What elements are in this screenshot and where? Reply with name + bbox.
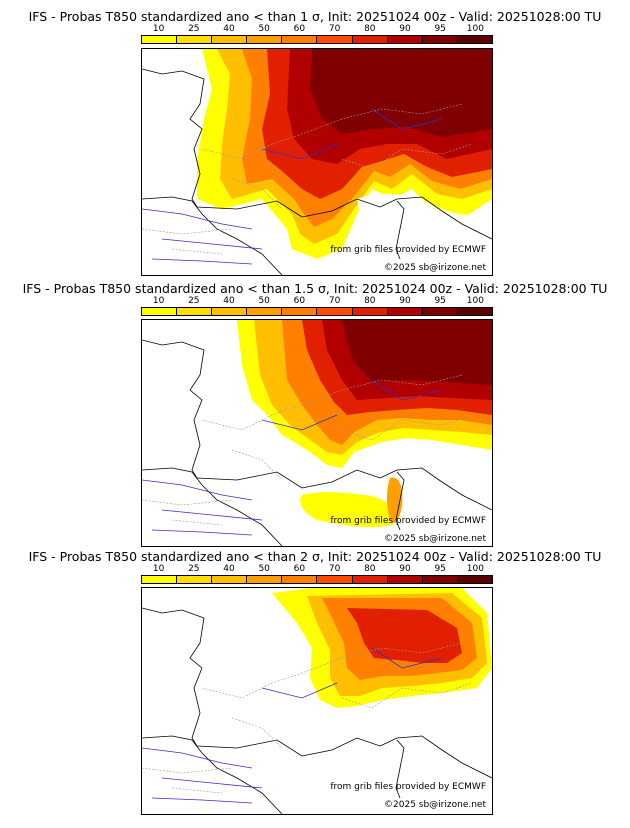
colorbar-swatch: [317, 308, 353, 315]
colorbar-ticks: 10 25 40 50 60 70 80 90 95 100: [141, 564, 493, 575]
probability-map: from grib files provided by ECMWF ©2025 …: [141, 48, 493, 276]
colorbar: 10 25 40 50 60 70 80 90 95 100: [141, 24, 493, 46]
panel-title: IFS - Probas T850 standardized ano < tha…: [28, 9, 602, 24]
colorbar-swatch: [247, 36, 283, 43]
colorbar-swatch: [317, 36, 353, 43]
map-panel-2: IFS - Probas T850 standardized ano < tha…: [0, 272, 630, 548]
colorbar: 10 25 40 50 60 70 80 90 95 100: [141, 296, 493, 318]
colorbar-swatch: [282, 308, 318, 315]
colorbar-swatch: [352, 576, 388, 583]
colorbar-swatch: [282, 576, 318, 583]
colorbar-tick-label: 10: [152, 564, 165, 574]
colorbar-tick-label: 80: [364, 24, 376, 34]
colorbar-swatch: [212, 308, 248, 315]
colorbar-swatch: [457, 576, 492, 583]
colorbar-tick-label: 25: [188, 296, 200, 306]
colorbar-swatch: [177, 576, 213, 583]
colorbar-ticks: 10 25 40 50 60 70 80 90 95 100: [141, 296, 493, 307]
colorbar-tick-label: 10: [152, 296, 165, 306]
colorbar-swatch: [457, 308, 492, 315]
colorbar-swatch: [142, 36, 178, 43]
colorbar-tick-label: 80: [364, 564, 376, 574]
colorbar-tick-label: 50: [258, 296, 270, 306]
colorbar-swatch: [177, 308, 213, 315]
colorbar-swatches: [141, 575, 493, 584]
source-credit: from grib files provided by ECMWF: [330, 516, 486, 526]
colorbar-swatch: [457, 36, 492, 43]
colorbar-tick-label: 60: [293, 24, 306, 34]
map-panel-1: IFS - Probas T850 standardized ano < tha…: [0, 0, 630, 276]
probability-map: from grib files provided by ECMWF ©2025 …: [141, 319, 493, 547]
source-credit: from grib files provided by ECMWF: [330, 245, 486, 255]
map-panel-3: IFS - Probas T850 standardized ano < tha…: [0, 540, 630, 816]
colorbar-swatch: [422, 308, 458, 315]
colorbar-tick-label: 95: [434, 24, 446, 34]
colorbar-swatch: [387, 576, 423, 583]
colorbar-swatch: [212, 36, 248, 43]
copyright-credit: ©2025 sb@irizone.net: [384, 534, 486, 544]
colorbar-tick-label: 10: [152, 24, 165, 34]
colorbar-swatch: [422, 36, 458, 43]
colorbar-tick-label: 95: [434, 564, 446, 574]
panel-title: IFS - Probas T850 standardized ano < tha…: [22, 281, 608, 296]
colorbar-tick-label: 80: [364, 296, 376, 306]
colorbar-tick-label: 90: [399, 24, 411, 34]
colorbar-tick-label: 70: [328, 564, 341, 574]
colorbar-tick-label: 25: [188, 24, 200, 34]
colorbar-tick-label: 60: [293, 564, 306, 574]
colorbar-tick-label: 40: [223, 296, 235, 306]
colorbar-swatch: [387, 36, 423, 43]
colorbar-swatch: [387, 308, 423, 315]
panel-title: IFS - Probas T850 standardized ano < tha…: [28, 549, 602, 564]
colorbar-tick-label: 95: [434, 296, 446, 306]
colorbar-tick-label: 40: [223, 564, 235, 574]
colorbar-swatch: [422, 576, 458, 583]
colorbar-tick-label: 100: [466, 24, 484, 34]
copyright-credit: ©2025 sb@irizone.net: [384, 263, 486, 273]
colorbar-swatch: [352, 308, 388, 315]
colorbar-swatch: [212, 576, 248, 583]
colorbar-swatch: [317, 576, 353, 583]
colorbar-swatch: [282, 36, 318, 43]
colorbar-tick-label: 90: [399, 296, 411, 306]
colorbar-tick-label: 100: [466, 296, 484, 306]
copyright-credit: ©2025 sb@irizone.net: [384, 800, 486, 810]
colorbar-tick-label: 50: [258, 24, 270, 34]
colorbar-swatch: [177, 36, 213, 43]
colorbar-tick-label: 25: [188, 564, 200, 574]
colorbar-swatch: [352, 36, 388, 43]
colorbar: 10 25 40 50 60 70 80 90 95 100: [141, 564, 493, 586]
colorbar-swatch: [247, 308, 283, 315]
colorbar-tick-label: 40: [223, 24, 235, 34]
colorbar-tick-label: 70: [328, 24, 341, 34]
source-credit: from grib files provided by ECMWF: [330, 782, 486, 792]
colorbar-swatches: [141, 35, 493, 44]
colorbar-tick-label: 70: [328, 296, 341, 306]
colorbar-swatch: [142, 576, 178, 583]
colorbar-swatches: [141, 307, 493, 316]
colorbar-ticks: 10 25 40 50 60 70 80 90 95 100: [141, 24, 493, 35]
colorbar-tick-label: 50: [258, 564, 270, 574]
colorbar-tick-label: 90: [399, 564, 411, 574]
colorbar-tick-label: 60: [293, 296, 306, 306]
colorbar-swatch: [247, 576, 283, 583]
probability-map: from grib files provided by ECMWF ©2025 …: [141, 587, 493, 815]
colorbar-tick-label: 100: [466, 564, 484, 574]
colorbar-swatch: [142, 308, 178, 315]
